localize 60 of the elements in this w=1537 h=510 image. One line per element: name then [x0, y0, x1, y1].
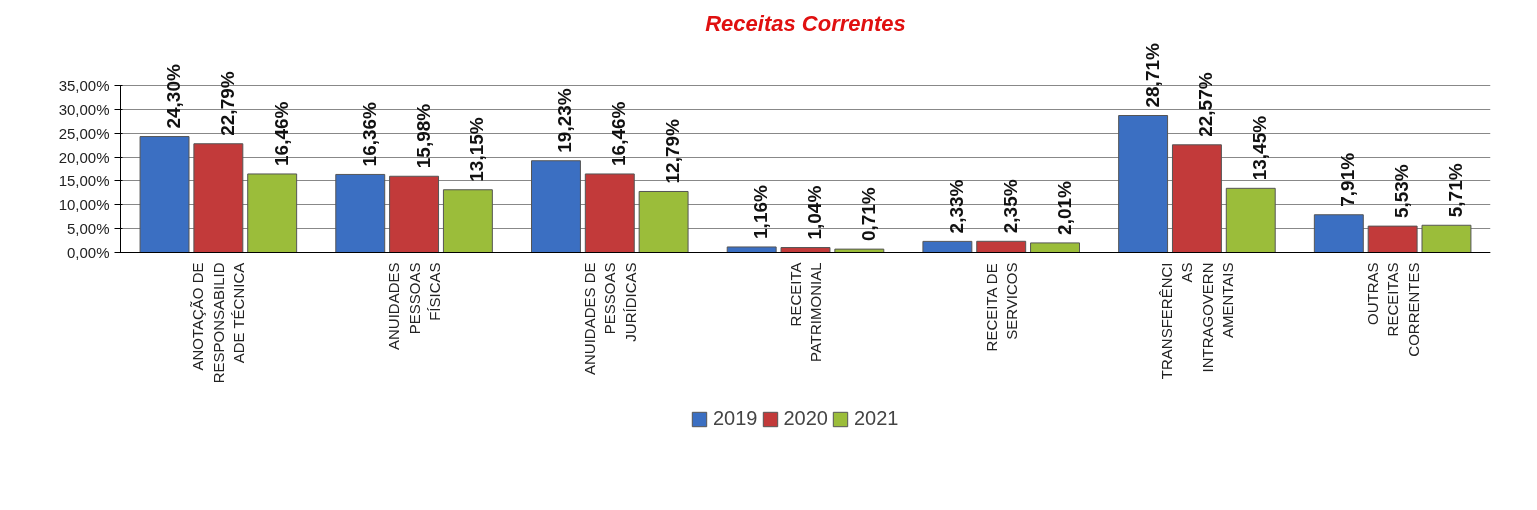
data-label: 1,04%	[804, 185, 825, 240]
data-label: 13,45%	[1249, 115, 1271, 181]
y-tick-label: 25,00%	[58, 124, 110, 142]
bar	[1313, 214, 1364, 253]
x-tick-label: TRANSFERÊNCI AS INTRAGOVERN AMENTAIS	[1157, 262, 1237, 380]
bar	[834, 248, 885, 253]
y-tick-label: 20,00%	[58, 148, 110, 166]
data-label: 13,15%	[466, 117, 488, 182]
chart-title: Receitas Correntes	[705, 10, 906, 36]
y-tick-label: 5,00%	[66, 220, 110, 238]
data-label: 2,01%	[1053, 180, 1075, 235]
bar	[442, 189, 493, 253]
x-tick-label: OUTRAS RECEITAS CORRENTES	[1363, 262, 1422, 357]
y-tick-label: 15,00%	[58, 172, 110, 190]
bar	[335, 173, 386, 253]
data-label: 16,46%	[270, 101, 292, 166]
bar	[531, 160, 581, 253]
data-label: 19,23%	[554, 88, 576, 153]
x-tick-label: RECEITA DE SERVICOS	[982, 262, 1020, 352]
bar	[584, 173, 635, 253]
bar	[193, 143, 244, 253]
x-tick-label: RECEITA PATRIMONIAL	[786, 262, 825, 362]
data-label: 7,91%	[1337, 152, 1359, 207]
data-label: 2,33%	[945, 179, 967, 234]
bar	[638, 190, 689, 253]
bar	[726, 246, 777, 253]
data-label: 24,30%	[163, 64, 185, 129]
legend-label: 2019	[713, 407, 758, 430]
data-label: 16,36%	[358, 101, 380, 167]
data-label: 12,79%	[662, 118, 684, 184]
bar	[1367, 225, 1418, 253]
bar	[247, 173, 298, 253]
y-tick-label: 35,00%	[58, 77, 110, 94]
bar	[389, 175, 440, 253]
data-label: 5,71%	[1444, 163, 1466, 218]
bar	[139, 136, 190, 253]
data-label: 0,71%	[857, 187, 879, 242]
data-label: 22,79%	[216, 71, 238, 136]
bar	[1421, 224, 1472, 253]
bar	[1118, 115, 1169, 253]
data-label: 15,98%	[412, 103, 434, 169]
bar	[922, 240, 973, 253]
data-label: 5,53%	[1391, 164, 1413, 219]
x-tick-label: ANUIDADES PESSOAS FÍSICAS	[385, 262, 443, 351]
bar	[976, 240, 1027, 253]
data-label: 16,46%	[608, 101, 630, 166]
x-tick-label: ANOTAÇÃO DE RESPONSABILID ADE TÉCNICA	[189, 262, 248, 384]
bar	[1171, 144, 1222, 253]
y-tick-label: 30,00%	[58, 100, 110, 118]
y-tick-label: 0,00%	[66, 244, 110, 261]
data-label: 1,16%	[750, 184, 772, 239]
legend-label: 2020	[783, 407, 828, 430]
y-tick-label: 10,00%	[58, 196, 110, 214]
bar	[1225, 187, 1276, 253]
bar	[1030, 242, 1080, 253]
legend-label: 2021	[854, 407, 899, 430]
data-label: 28,71%	[1141, 42, 1163, 108]
x-tick-label: ANUIDADES DE PESSOAS JURÍDICAS	[580, 262, 639, 376]
data-label: 2,35%	[999, 179, 1021, 234]
data-label: 22,57%	[1195, 72, 1217, 137]
